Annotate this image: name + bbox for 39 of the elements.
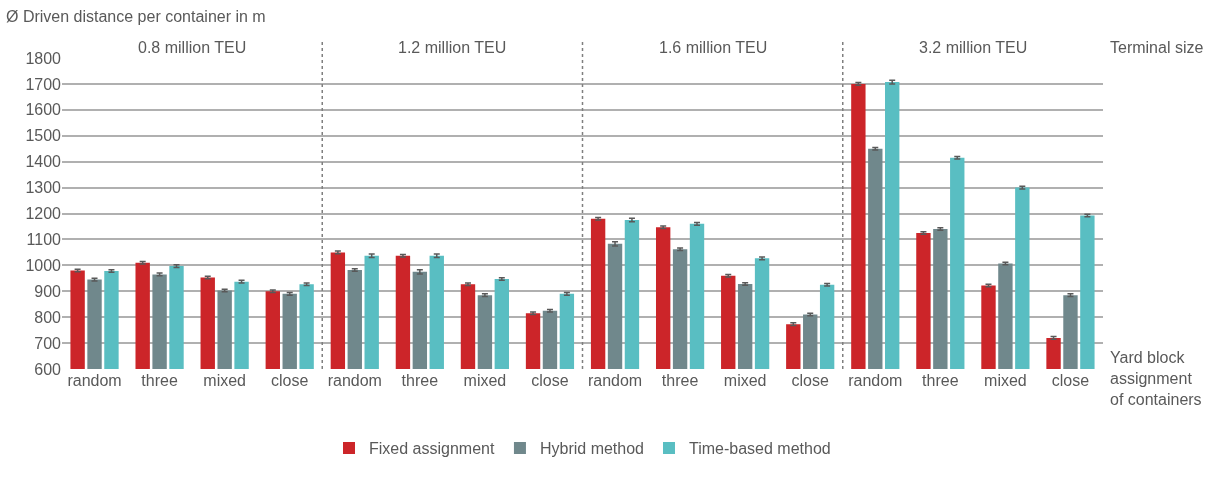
x-tick-label: mixed <box>463 372 507 389</box>
y-tick-label: 1300 <box>25 179 62 197</box>
y-tick-label: 1400 <box>25 153 62 171</box>
y-tick-label: 700 <box>34 334 62 352</box>
x-tick-label: mixed <box>203 372 246 389</box>
x-tick-label: close <box>1051 372 1090 389</box>
y-axis-title: Ø Driven distance per container in m <box>6 8 266 25</box>
text: 0.8 million TEU <box>138 39 247 56</box>
y-tick-label: 1600 <box>25 101 62 119</box>
legend-label: Fixed assignment <box>369 440 495 458</box>
legend-label: Time-based method <box>688 440 831 458</box>
y-tick-label: 800 <box>34 308 62 326</box>
x-tick-label: three <box>661 372 699 389</box>
x-tick-label: close <box>791 372 829 389</box>
x-tick-label: random <box>587 372 643 389</box>
text: 1.6 million TEU <box>659 39 768 56</box>
y-tick-label: 1100 <box>26 231 62 249</box>
y-tick-label: 1000 <box>25 256 62 274</box>
text: Terminal size <box>1110 39 1204 56</box>
x-tick-label: close <box>531 372 569 389</box>
y-tick-label: 1500 <box>25 127 62 145</box>
x-tick-label: mixed <box>984 372 1027 389</box>
x-tick-label: random <box>327 372 382 389</box>
x-tick-label: three <box>141 372 178 389</box>
x-tick-label: close <box>271 372 309 389</box>
y-tick-label: 1700 <box>25 75 62 93</box>
text: Yard block assignment of containers <box>1110 349 1202 408</box>
x-tick-label: random <box>67 372 122 389</box>
y-tick-label: 900 <box>34 282 62 300</box>
y-tick-label: 1800 <box>25 49 62 67</box>
x-tick-label: mixed <box>723 372 767 389</box>
x-tick-label: random <box>848 372 903 389</box>
text: 1.2 million TEU <box>398 39 507 56</box>
x-tick-label: three <box>922 372 959 389</box>
text: 3.2 million TEU <box>919 39 1028 56</box>
x-tick-label: three <box>401 372 439 389</box>
legend-label: Hybrid method <box>539 440 644 458</box>
y-tick-label: 600 <box>34 360 62 378</box>
y-tick-label: 1200 <box>25 205 62 223</box>
